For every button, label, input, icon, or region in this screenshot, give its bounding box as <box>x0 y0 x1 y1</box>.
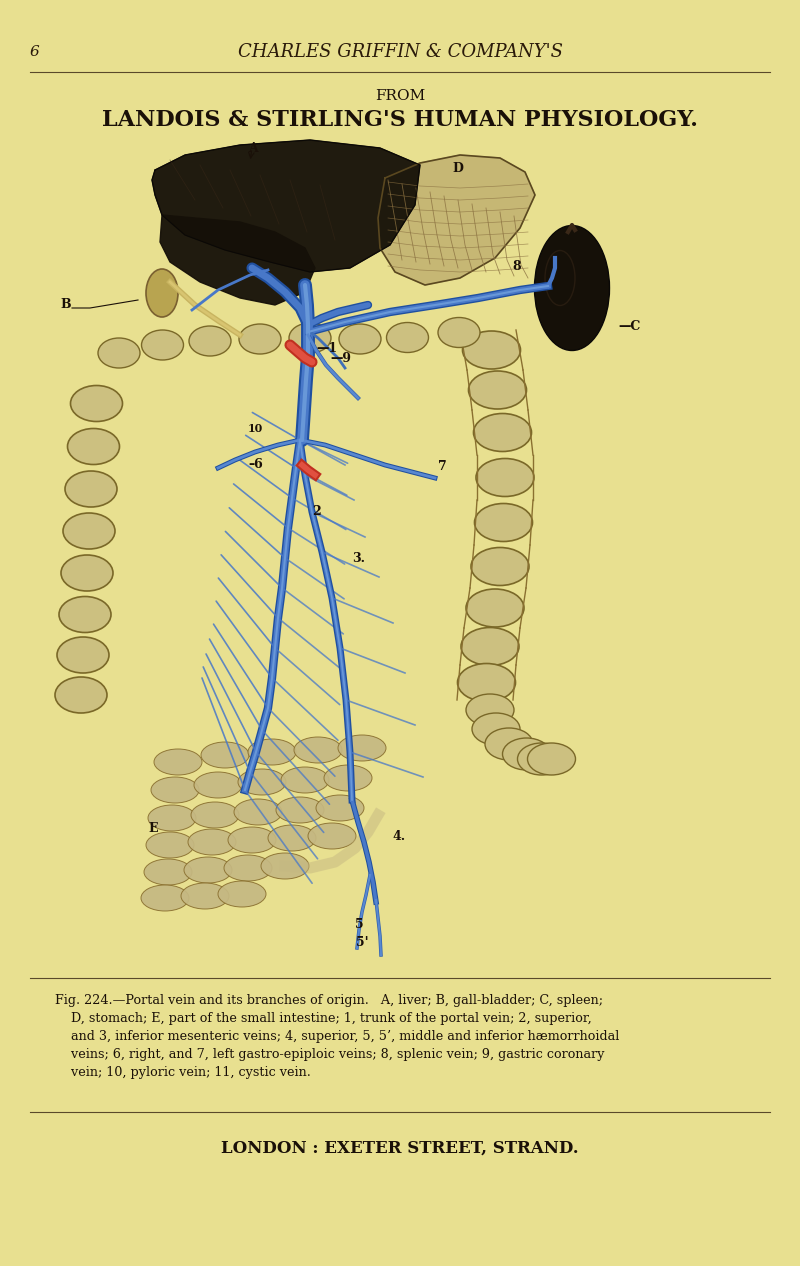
Ellipse shape <box>474 414 531 452</box>
Ellipse shape <box>289 323 331 353</box>
Polygon shape <box>152 141 420 272</box>
Ellipse shape <box>191 801 239 828</box>
Text: Fig. 224.—Portal vein and its branches of origin.   A, liver; B, gall-bladder; C: Fig. 224.—Portal vein and its branches o… <box>55 994 603 1006</box>
Text: —C: —C <box>618 320 640 333</box>
Ellipse shape <box>228 827 276 853</box>
Ellipse shape <box>188 829 236 855</box>
Ellipse shape <box>466 694 514 725</box>
Ellipse shape <box>527 743 575 775</box>
Text: D, stomach; E, part of the small intestine; 1, trunk of the portal vein; 2, supe: D, stomach; E, part of the small intesti… <box>55 1012 592 1025</box>
Ellipse shape <box>98 338 140 368</box>
Ellipse shape <box>59 596 111 633</box>
Ellipse shape <box>57 637 109 674</box>
Ellipse shape <box>238 768 286 795</box>
Ellipse shape <box>472 713 520 744</box>
Ellipse shape <box>461 628 519 666</box>
Ellipse shape <box>67 428 119 465</box>
Text: –6: –6 <box>248 458 262 471</box>
Ellipse shape <box>248 739 296 765</box>
Text: E: E <box>148 822 158 836</box>
Text: vein; 10, pyloric vein; 11, cystic vein.: vein; 10, pyloric vein; 11, cystic vein. <box>55 1066 311 1079</box>
Ellipse shape <box>224 855 272 881</box>
Ellipse shape <box>458 663 515 701</box>
Text: —1: —1 <box>316 342 337 354</box>
Text: B: B <box>60 298 70 311</box>
Text: 7: 7 <box>438 460 446 473</box>
Text: LANDOIS & STIRLING'S HUMAN PHYSIOLOGY.: LANDOIS & STIRLING'S HUMAN PHYSIOLOGY. <box>102 109 698 130</box>
Text: 2: 2 <box>312 505 321 518</box>
Ellipse shape <box>474 504 533 542</box>
Polygon shape <box>378 154 535 285</box>
Ellipse shape <box>144 860 192 885</box>
Text: A: A <box>248 142 258 154</box>
Text: 5': 5' <box>356 936 369 950</box>
Ellipse shape <box>534 225 610 351</box>
Ellipse shape <box>294 737 342 763</box>
Ellipse shape <box>234 799 282 825</box>
Text: —9: —9 <box>330 352 351 365</box>
Ellipse shape <box>308 823 356 849</box>
Polygon shape <box>160 215 315 305</box>
Ellipse shape <box>261 853 309 879</box>
Text: CHARLES GRIFFIN & COMPANY'S: CHARLES GRIFFIN & COMPANY'S <box>238 43 562 61</box>
Text: veins; 6, right, and 7, left gastro-epiploic veins; 8, splenic vein; 9, gastric : veins; 6, right, and 7, left gastro-epip… <box>55 1048 605 1061</box>
Text: 4.: 4. <box>392 830 405 843</box>
Ellipse shape <box>476 458 534 496</box>
Text: 5: 5 <box>355 918 364 931</box>
Ellipse shape <box>276 798 324 823</box>
Text: and 3, inferior mesenteric veins; 4, superior, 5, 5’, middle and inferior hæmorr: and 3, inferior mesenteric veins; 4, sup… <box>55 1031 619 1043</box>
Ellipse shape <box>268 825 316 851</box>
Ellipse shape <box>462 330 521 368</box>
Text: 6: 6 <box>30 46 40 60</box>
Ellipse shape <box>151 777 199 803</box>
Ellipse shape <box>70 386 122 422</box>
Text: LONDON : EXETER STREET, STRAND.: LONDON : EXETER STREET, STRAND. <box>221 1139 579 1157</box>
Ellipse shape <box>281 767 329 793</box>
Ellipse shape <box>55 677 107 713</box>
Ellipse shape <box>142 330 183 360</box>
Ellipse shape <box>466 589 524 627</box>
Text: 3.: 3. <box>352 552 365 565</box>
Ellipse shape <box>316 795 364 820</box>
Ellipse shape <box>194 772 242 798</box>
Ellipse shape <box>141 885 189 912</box>
Ellipse shape <box>324 765 372 791</box>
Ellipse shape <box>218 881 266 906</box>
Text: FROM: FROM <box>375 89 425 103</box>
Ellipse shape <box>239 324 281 354</box>
Ellipse shape <box>471 547 529 585</box>
Ellipse shape <box>386 323 429 352</box>
Ellipse shape <box>61 555 113 591</box>
Text: 8: 8 <box>512 260 521 273</box>
Ellipse shape <box>148 805 196 830</box>
Ellipse shape <box>201 742 249 768</box>
Ellipse shape <box>485 728 533 760</box>
Text: 10: 10 <box>248 423 263 434</box>
Ellipse shape <box>518 743 566 775</box>
Ellipse shape <box>184 857 232 882</box>
Ellipse shape <box>339 324 381 354</box>
Ellipse shape <box>338 736 386 761</box>
Ellipse shape <box>469 371 526 409</box>
Ellipse shape <box>63 513 115 549</box>
Ellipse shape <box>189 327 231 356</box>
Ellipse shape <box>502 738 550 770</box>
Ellipse shape <box>146 268 178 316</box>
Ellipse shape <box>154 749 202 775</box>
Text: D: D <box>452 162 463 175</box>
Ellipse shape <box>65 471 117 506</box>
Ellipse shape <box>438 318 480 347</box>
Ellipse shape <box>146 832 194 858</box>
Ellipse shape <box>181 882 229 909</box>
